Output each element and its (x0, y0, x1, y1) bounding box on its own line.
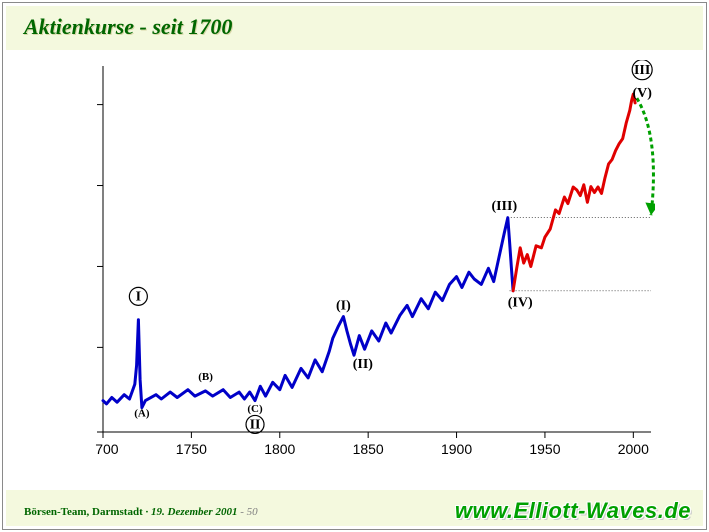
x-tick-label: 1900 (441, 441, 472, 457)
watermark: www.Elliott-Waves.de (455, 498, 691, 524)
x-tick-label: 1800 (264, 441, 295, 457)
x-tick-label: 1850 (353, 441, 384, 457)
wave-label: (IV) (508, 296, 533, 311)
forecast-arrow (637, 98, 654, 215)
x-tick-label: 1750 (176, 441, 207, 457)
series-blue (103, 218, 513, 408)
wave-label: I (136, 290, 141, 305)
wave-label: (A) (134, 407, 150, 419)
footer-date: 19. Dezember 2001 (151, 506, 237, 518)
wave-label: (B) (198, 371, 213, 383)
footer-page-prefix: - (237, 506, 246, 518)
footer-source: Börsen-Team, Darmstadt (24, 506, 143, 518)
x-tick-label: 2000 (618, 441, 649, 457)
chart-frame: Aktienkurse - seit 1700 1700 1750 1800 1850… (0, 0, 709, 532)
forecast-arrowhead (645, 202, 655, 215)
wave-label: (V) (632, 86, 652, 101)
page-title: Aktienkurse - seit 1700 (24, 14, 232, 40)
footer-date-prefix: · (143, 506, 151, 518)
footer-credits: Börsen-Team, Darmstadt · 19. Dezember 20… (24, 506, 258, 518)
wave-label: III (634, 63, 650, 78)
wave-label: (I) (336, 299, 351, 314)
chart-plot: 1700175018001850190019502000010100100010… (95, 60, 655, 460)
series-red (513, 94, 635, 291)
x-tick-label: 1950 (529, 441, 560, 457)
wave-label: (II) (353, 357, 374, 372)
footer-page: 50 (247, 506, 258, 518)
x-tick-label: 1700 (95, 441, 119, 457)
wave-label: (C) (247, 403, 263, 415)
wave-label: II (250, 418, 261, 433)
wave-label: (III) (491, 199, 517, 214)
